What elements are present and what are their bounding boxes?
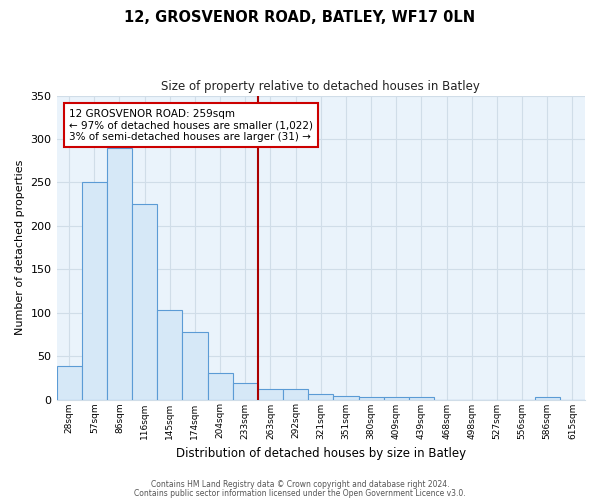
X-axis label: Distribution of detached houses by size in Batley: Distribution of detached houses by size … xyxy=(176,447,466,460)
Bar xyxy=(233,383,258,400)
Bar xyxy=(535,397,560,400)
Bar xyxy=(359,397,383,400)
Bar xyxy=(383,397,409,400)
Bar xyxy=(208,374,233,400)
Bar xyxy=(132,204,157,400)
Bar xyxy=(182,332,208,400)
Text: 12 GROSVENOR ROAD: 259sqm
← 97% of detached houses are smaller (1,022)
3% of sem: 12 GROSVENOR ROAD: 259sqm ← 97% of detac… xyxy=(69,108,313,142)
Bar xyxy=(56,366,82,400)
Bar xyxy=(283,389,308,400)
Bar xyxy=(258,389,283,400)
Text: Contains public sector information licensed under the Open Government Licence v3: Contains public sector information licen… xyxy=(134,488,466,498)
Text: Contains HM Land Registry data © Crown copyright and database right 2024.: Contains HM Land Registry data © Crown c… xyxy=(151,480,449,489)
Bar xyxy=(107,148,132,400)
Y-axis label: Number of detached properties: Number of detached properties xyxy=(15,160,25,335)
Bar xyxy=(157,310,182,400)
Bar xyxy=(334,396,359,400)
Text: 12, GROSVENOR ROAD, BATLEY, WF17 0LN: 12, GROSVENOR ROAD, BATLEY, WF17 0LN xyxy=(124,10,476,25)
Bar xyxy=(82,182,107,400)
Bar xyxy=(409,397,434,400)
Title: Size of property relative to detached houses in Batley: Size of property relative to detached ho… xyxy=(161,80,480,93)
Bar xyxy=(308,394,334,400)
